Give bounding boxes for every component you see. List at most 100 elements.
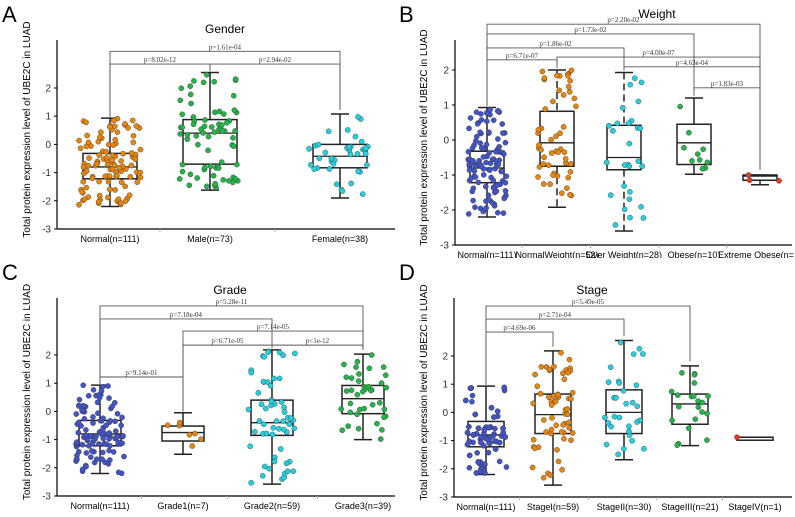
data-point xyxy=(106,447,112,454)
data-point xyxy=(186,182,193,189)
data-point xyxy=(483,141,490,148)
data-point xyxy=(615,451,621,458)
x-tick-label: StageIII(n=21) xyxy=(661,502,718,512)
p-value-label: p=6.71e-05 xyxy=(211,337,244,345)
significance-bracket: p=7.18e-04 xyxy=(99,311,273,384)
data-point xyxy=(220,177,227,183)
data-point xyxy=(354,151,361,157)
data-point xyxy=(107,124,113,130)
data-point xyxy=(202,117,208,123)
bracket-line xyxy=(486,59,558,106)
data-point xyxy=(230,143,237,150)
bracket-line xyxy=(693,87,761,170)
data-point xyxy=(536,164,543,170)
data-point xyxy=(567,191,573,198)
data-point xyxy=(631,75,638,81)
data-point xyxy=(482,183,489,190)
data-point xyxy=(178,85,185,92)
data-point xyxy=(102,173,109,180)
data-point xyxy=(485,449,492,456)
data-point xyxy=(114,172,120,179)
data-point xyxy=(700,146,706,153)
data-point xyxy=(292,350,298,357)
data-point xyxy=(87,454,94,460)
bracket-line xyxy=(271,344,364,350)
data-point xyxy=(634,419,640,425)
data-point xyxy=(207,163,214,170)
data-point xyxy=(545,162,552,169)
data-point xyxy=(495,136,501,142)
data-point xyxy=(355,114,361,120)
box-group-2 xyxy=(306,113,371,199)
x-tick-label: Obese(n=10) xyxy=(668,250,721,258)
data-point xyxy=(368,387,374,394)
data-point xyxy=(486,424,492,431)
data-point xyxy=(230,92,237,99)
data-point xyxy=(551,363,557,370)
data-point xyxy=(481,427,488,433)
data-point xyxy=(562,156,569,162)
data-point xyxy=(261,353,267,360)
x-tick-label: StageI(n=59) xyxy=(527,502,579,512)
data-point xyxy=(553,422,559,429)
data-point xyxy=(635,98,642,105)
data-point xyxy=(541,75,548,81)
data-point xyxy=(607,192,614,198)
data-point xyxy=(333,181,340,188)
data-point xyxy=(555,458,562,465)
data-point xyxy=(475,459,481,465)
data-point xyxy=(532,371,538,378)
data-point xyxy=(256,418,263,424)
data-point xyxy=(605,420,612,426)
data-point xyxy=(345,423,351,429)
data-point xyxy=(200,79,207,86)
data-point xyxy=(281,409,288,415)
data-point xyxy=(255,390,262,396)
data-point xyxy=(486,150,493,156)
data-point xyxy=(626,140,633,147)
data-point xyxy=(198,436,204,442)
p-value-label: p=1.61e-04 xyxy=(209,43,242,51)
data-point xyxy=(690,393,697,400)
data-point xyxy=(685,425,692,432)
significance-bracket: p=4.63e-04 xyxy=(623,59,761,170)
data-point xyxy=(617,339,624,346)
data-point xyxy=(73,439,80,445)
box-group-2 xyxy=(602,339,647,461)
data-point xyxy=(378,380,385,386)
data-point xyxy=(273,418,280,424)
data-point xyxy=(634,403,641,410)
p-value-label: p=5.49e-05 xyxy=(572,298,605,306)
p-value-label: p=4.00e-07 xyxy=(642,49,675,57)
data-point xyxy=(545,394,552,400)
data-point xyxy=(128,150,135,156)
data-point xyxy=(542,106,549,112)
data-point xyxy=(287,415,294,421)
data-point xyxy=(190,121,197,128)
data-point xyxy=(486,167,493,173)
data-point xyxy=(89,440,96,447)
data-point xyxy=(626,196,633,202)
data-point xyxy=(105,178,112,185)
data-point xyxy=(355,378,362,384)
data-point xyxy=(639,163,645,170)
data-point xyxy=(620,387,627,394)
x-tick-label: Normal(n=111) xyxy=(457,502,516,512)
data-point xyxy=(603,441,610,448)
data-point xyxy=(211,129,218,135)
data-point xyxy=(283,460,290,467)
data-point xyxy=(90,414,96,420)
box-group-1 xyxy=(161,412,205,456)
data-point xyxy=(75,429,82,436)
data-point xyxy=(355,168,361,175)
data-point xyxy=(346,144,352,151)
data-point xyxy=(602,414,608,421)
data-point xyxy=(674,392,681,398)
data-point xyxy=(477,129,483,135)
data-point xyxy=(691,380,698,386)
data-point xyxy=(263,430,270,437)
data-point xyxy=(621,446,627,452)
y-tick-label: 0 xyxy=(443,136,449,147)
data-point xyxy=(621,162,628,168)
p-value-label: p=1.73e-02 xyxy=(574,26,607,34)
